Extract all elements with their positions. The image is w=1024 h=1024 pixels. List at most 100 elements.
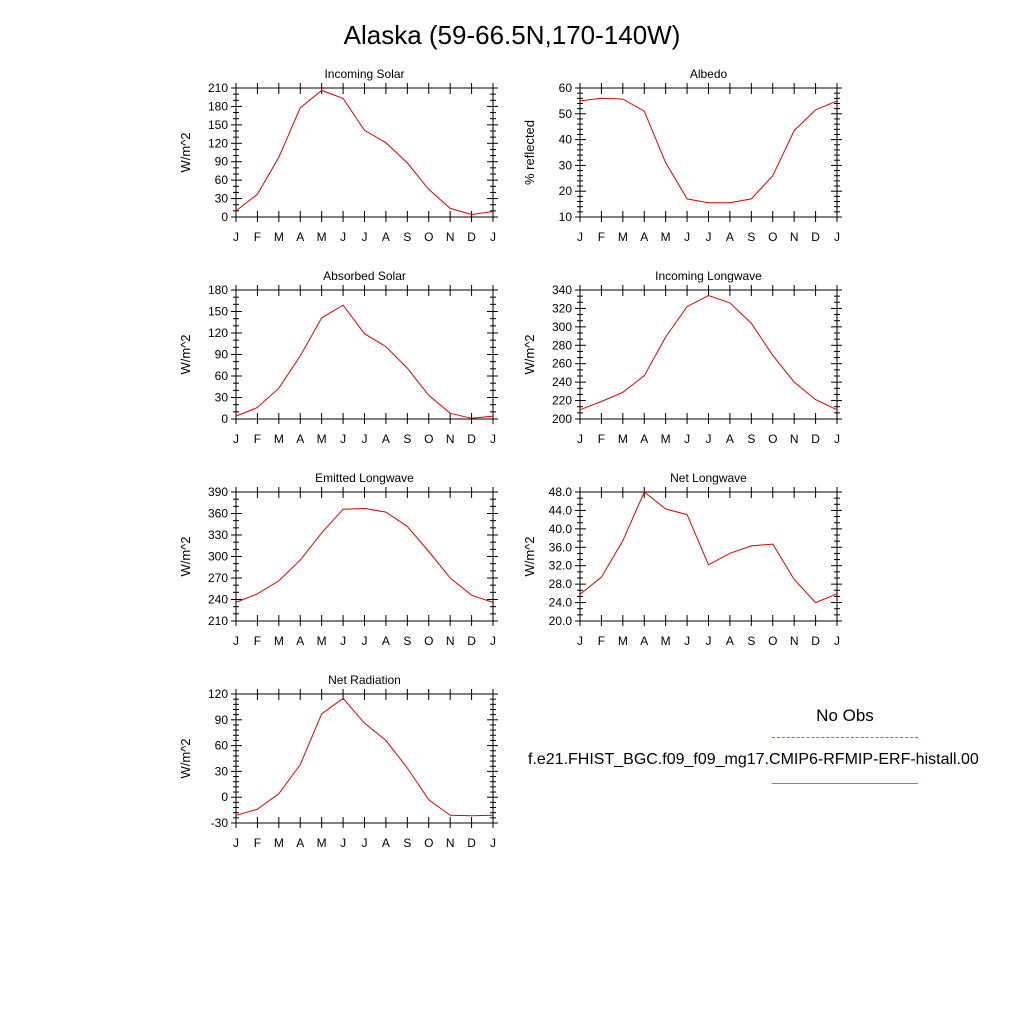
y-tick-label: 44.0 [549, 503, 573, 517]
x-tick-label: A [296, 230, 304, 244]
series-line [579, 491, 838, 604]
legend-model-line [772, 783, 918, 784]
x-tick-label: S [403, 432, 411, 446]
y-tick-label: 0 [221, 412, 228, 426]
y-tick-label: 0 [221, 790, 228, 804]
y-tick-label: 60 [215, 739, 229, 753]
y-axis-label: W/m^2 [522, 334, 537, 374]
x-tick-label: O [424, 634, 433, 648]
x-tick-label: J [684, 230, 690, 244]
x-tick-label: J [340, 432, 346, 446]
x-tick-label: A [726, 230, 734, 244]
x-tick-label: N [790, 432, 799, 446]
y-tick-label: 90 [215, 713, 229, 727]
chart-panel-4: Emitted Longwave W/m^2 210 240 270 300 330 360 3… [178, 471, 498, 648]
legend-obs-line [772, 737, 918, 738]
x-tick-label: A [640, 230, 648, 244]
x-tick-label: A [296, 634, 304, 648]
x-tick-label: M [317, 432, 327, 446]
x-tick-label: D [467, 432, 476, 446]
x-tick-label: J [233, 634, 239, 648]
x-tick-label: J [684, 432, 690, 446]
x-tick-label: A [640, 432, 648, 446]
y-tick-label: 90 [215, 348, 229, 362]
x-tick-label: J [834, 230, 840, 244]
y-tick-label: 360 [208, 507, 228, 521]
x-tick-label: J [706, 634, 712, 648]
series-line [235, 697, 494, 817]
plot-frame [235, 87, 494, 218]
x-tick-label: J [362, 836, 368, 850]
y-tick-label: 260 [552, 357, 572, 371]
x-tick-label: J [233, 432, 239, 446]
y-axis-label: W/m^2 [178, 334, 193, 374]
x-tick-label: J [340, 230, 346, 244]
y-tick-label: 340 [552, 283, 572, 297]
x-tick-label: D [467, 836, 476, 850]
x-tick-label: F [254, 230, 261, 244]
x-tick-label: A [296, 836, 304, 850]
plot-frame [235, 693, 494, 824]
y-tick-label: 180 [208, 283, 228, 297]
y-tick-label: 120 [208, 136, 228, 150]
y-axis-label: W/m^2 [178, 536, 193, 576]
x-tick-label: D [467, 230, 476, 244]
x-tick-label: M [618, 432, 628, 446]
x-tick-label: S [403, 634, 411, 648]
y-tick-label: 0 [221, 210, 228, 224]
x-tick-label: N [446, 432, 455, 446]
y-tick-label: 28.0 [549, 577, 573, 591]
x-tick-label: M [618, 634, 628, 648]
y-tick-label: 330 [208, 528, 228, 542]
chart-title: Albedo [690, 67, 728, 81]
x-tick-label: O [768, 230, 777, 244]
y-tick-label: 30 [559, 158, 573, 172]
y-tick-label: 48.0 [549, 485, 573, 499]
x-tick-label: M [317, 230, 327, 244]
y-tick-label: -30 [211, 816, 229, 830]
x-tick-label: S [747, 432, 755, 446]
x-tick-label: M [661, 230, 671, 244]
series-line [235, 89, 494, 216]
x-tick-label: J [577, 432, 583, 446]
y-tick-label: 60 [559, 81, 573, 95]
x-tick-label: J [577, 634, 583, 648]
y-axis-label: W/m^2 [178, 738, 193, 778]
y-axis-label: W/m^2 [178, 132, 193, 172]
x-tick-label: M [618, 230, 628, 244]
legend-obs-label: No Obs [816, 706, 874, 725]
x-tick-label: A [726, 634, 734, 648]
x-tick-label: J [577, 230, 583, 244]
y-tick-label: 120 [208, 687, 228, 701]
x-tick-label: S [403, 836, 411, 850]
x-tick-label: M [317, 836, 327, 850]
x-tick-label: N [790, 634, 799, 648]
x-tick-label: N [446, 230, 455, 244]
x-tick-label: A [640, 634, 648, 648]
x-tick-label: J [834, 432, 840, 446]
series-line [579, 97, 838, 204]
y-tick-label: 40.0 [549, 522, 573, 536]
plot-frame [579, 491, 838, 622]
x-tick-label: J [233, 230, 239, 244]
x-tick-label: D [811, 634, 820, 648]
x-tick-label: A [382, 634, 390, 648]
x-tick-label: F [598, 432, 605, 446]
x-tick-label: F [598, 634, 605, 648]
x-tick-label: F [254, 634, 261, 648]
x-tick-label: A [382, 230, 390, 244]
y-tick-label: 90 [215, 155, 229, 169]
x-tick-label: F [254, 836, 261, 850]
y-tick-label: 320 [552, 301, 572, 315]
plot-frame [579, 289, 838, 420]
x-tick-label: J [490, 432, 496, 446]
x-tick-label: S [403, 230, 411, 244]
chart-title: Absorbed Solar [323, 269, 406, 283]
x-tick-label: M [661, 432, 671, 446]
x-tick-label: J [340, 634, 346, 648]
chart-title: Net Radiation [328, 673, 401, 687]
x-tick-label: N [446, 836, 455, 850]
x-tick-label: J [490, 634, 496, 648]
